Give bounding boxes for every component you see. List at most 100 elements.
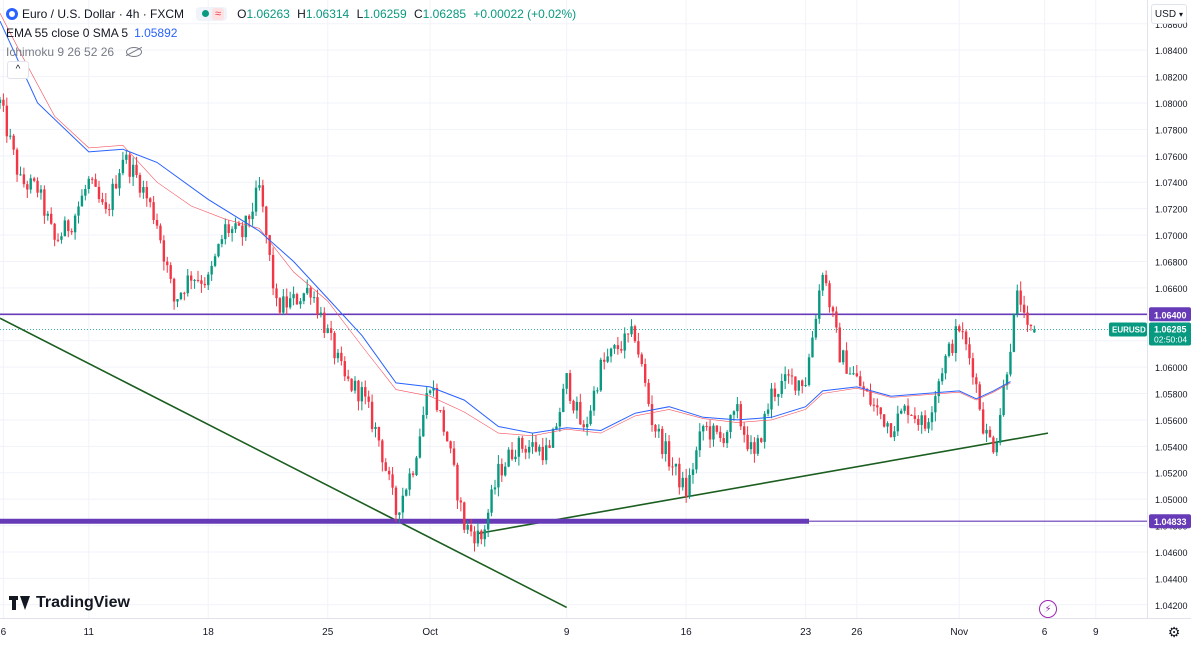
candle-body xyxy=(886,423,889,427)
candle-body xyxy=(316,297,319,315)
sma5-line xyxy=(0,13,1011,437)
candle-body xyxy=(958,326,961,332)
candle-body xyxy=(760,438,763,442)
candle-body xyxy=(691,469,695,475)
candle-body xyxy=(374,426,377,429)
candle-body xyxy=(937,381,940,397)
x-tick-label: Oct xyxy=(422,627,438,638)
candle-body xyxy=(418,436,422,458)
candle-body xyxy=(50,213,53,224)
candle-body xyxy=(381,440,384,463)
ema-indicator-name[interactable]: EMA 55 close 0 SMA 5 xyxy=(6,25,129,40)
candle-body xyxy=(97,186,101,200)
ichimoku-indicator-name[interactable]: Ichimoku 9 26 52 26 xyxy=(6,44,115,59)
candle-body xyxy=(56,239,60,241)
candle-body xyxy=(101,199,104,203)
candle-body xyxy=(763,413,766,442)
candle-body xyxy=(114,183,118,189)
candle-body xyxy=(292,294,295,299)
candle-body xyxy=(999,415,1002,443)
candle-body xyxy=(968,344,971,359)
candle-body xyxy=(200,280,203,284)
candle-body xyxy=(128,154,131,177)
candle-body xyxy=(903,405,906,411)
low-value: 1.06259 xyxy=(363,6,407,21)
hidden-eye-icon[interactable] xyxy=(126,46,143,57)
candle-body xyxy=(988,429,992,438)
watermark-text: TradingView xyxy=(36,594,130,611)
legend-ema-row[interactable]: EMA 55 close 0 SMA 5 1.05892 xyxy=(6,23,580,42)
candle-body xyxy=(582,424,585,428)
candle-body xyxy=(370,401,374,429)
candle-body xyxy=(367,396,370,402)
candle-body xyxy=(661,428,664,455)
candle-body xyxy=(872,404,876,406)
candle-body xyxy=(773,388,777,397)
candle-body xyxy=(29,178,32,190)
candle-body xyxy=(971,358,975,378)
y-tick-label: 1.05600 xyxy=(1155,416,1188,426)
candle-body xyxy=(90,178,94,180)
candle-body xyxy=(463,502,466,530)
candle-body xyxy=(527,446,531,453)
horizontal-levels xyxy=(0,313,1147,524)
current-price-label: 1.06285 xyxy=(1154,324,1187,334)
candle-body xyxy=(585,424,589,428)
level-price-label-bg xyxy=(1149,514,1191,529)
candle-body xyxy=(626,333,630,335)
candle-body xyxy=(353,380,357,391)
candle-body xyxy=(712,425,715,440)
candle-body xyxy=(497,463,500,488)
x-tick-label: Nov xyxy=(950,627,968,638)
candle-body xyxy=(104,202,108,210)
candle-body xyxy=(302,293,306,302)
settings-gear-icon[interactable]: ⚙ xyxy=(1167,623,1181,640)
candle-body xyxy=(94,179,97,187)
candle-body xyxy=(401,495,405,513)
legend-ichimoku-row[interactable]: Ichimoku 9 26 52 26 xyxy=(6,42,580,61)
currency-selector[interactable]: USD ▾ xyxy=(1151,4,1187,24)
candle-body xyxy=(517,437,521,457)
candle-body xyxy=(251,211,254,220)
candle-body xyxy=(510,449,514,460)
candle-body xyxy=(210,265,213,275)
candle-body xyxy=(73,215,77,233)
candle-body xyxy=(347,376,350,379)
candle-body xyxy=(312,297,316,299)
symbol-title[interactable]: Euro / U.S. Dollar · 4h · FXCM xyxy=(22,6,185,21)
candle-body xyxy=(923,415,927,429)
candle-body xyxy=(985,429,988,434)
candle-body xyxy=(575,401,579,411)
candle-body xyxy=(681,477,684,488)
candle-body xyxy=(15,149,19,175)
legend-symbol-row[interactable]: Euro / U.S. Dollar · 4h · FXCM ≈ O1.0626… xyxy=(6,4,580,23)
collapse-legend-button[interactable]: ^ xyxy=(7,61,29,79)
candle-body xyxy=(26,184,29,190)
candle-body xyxy=(940,373,944,382)
candle-body xyxy=(169,265,172,279)
candle-body xyxy=(118,173,121,189)
candle-body xyxy=(12,135,15,150)
candle-body xyxy=(568,373,572,401)
candle-body xyxy=(9,135,12,137)
candle-body xyxy=(538,446,541,452)
candle-body xyxy=(838,327,841,363)
y-tick-label: 1.08400 xyxy=(1155,46,1188,56)
market-status[interactable]: ≈ xyxy=(196,6,228,21)
candle-body xyxy=(439,410,442,412)
x-tick-label: 26 xyxy=(851,627,863,638)
candle-body xyxy=(70,231,73,233)
candle-body xyxy=(596,390,599,392)
candle-body xyxy=(900,410,903,414)
candle-body xyxy=(196,279,200,281)
ema-indicator-value: 1.05892 xyxy=(134,25,178,40)
candle-body xyxy=(227,224,230,234)
candle-body xyxy=(678,463,681,488)
flash-icon[interactable]: ⚡ xyxy=(1039,600,1057,618)
candle-body xyxy=(671,466,674,468)
candle-body xyxy=(32,178,36,181)
current-price-label-bg xyxy=(1149,322,1191,346)
candle-body xyxy=(876,405,879,408)
